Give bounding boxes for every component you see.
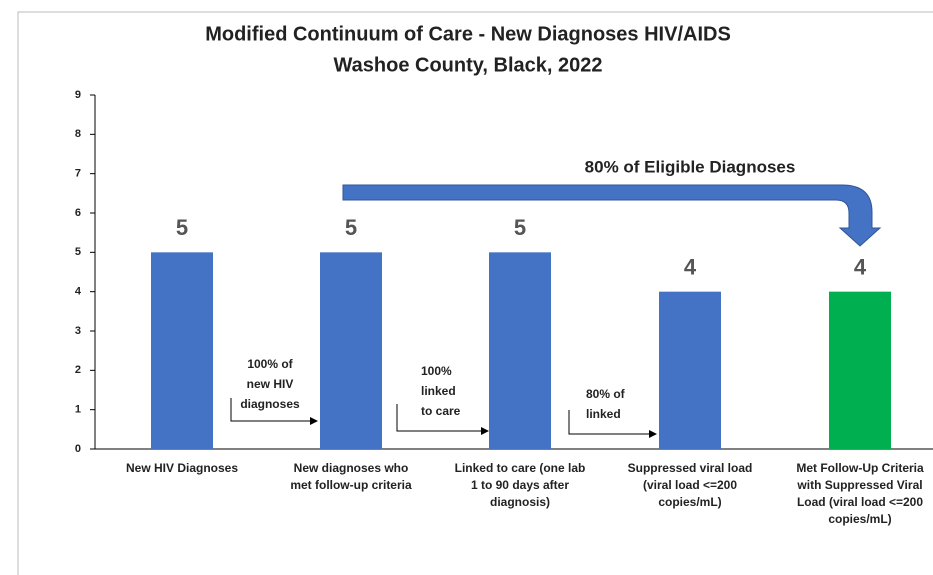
- arrow-heads: [310, 417, 657, 438]
- y-tick-label: 4: [75, 286, 82, 298]
- x-tick-label: New diagnoses who: [294, 461, 409, 475]
- arrow-head: [310, 417, 318, 425]
- bar: [489, 252, 551, 449]
- x-tick-label: Suppressed viral load: [628, 461, 753, 475]
- chart-border: [17, 11, 933, 575]
- x-tick-label: diagnosis): [490, 495, 550, 509]
- arrow-line: [396, 404, 485, 432]
- value-label: 4: [854, 254, 867, 279]
- x-tick-label: Met Follow-Up Criteria: [796, 461, 924, 475]
- arrow-head: [649, 430, 657, 438]
- bar: [659, 291, 721, 449]
- bar: [320, 252, 382, 449]
- arrow-line: [568, 410, 653, 435]
- value-label: 5: [176, 215, 188, 240]
- annotation: new HIV: [247, 377, 294, 391]
- chart-title: Modified Continuum of Care - New Diagnos…: [205, 23, 731, 45]
- y-tick-label: 2: [75, 364, 81, 376]
- bar: [829, 291, 891, 449]
- bar: [151, 252, 213, 449]
- x-tick-label: New HIV Diagnoses: [126, 461, 238, 475]
- annotation: linked: [586, 407, 621, 421]
- chart-title: Washoe County, Black, 2022: [334, 54, 603, 76]
- x-tick-label: (viral load <=200: [643, 478, 737, 492]
- x-tick-label: 1 to 90 days after: [471, 478, 569, 492]
- annotation: diagnoses: [240, 397, 300, 411]
- y-tick-label: 1: [75, 404, 81, 416]
- annotation: 80% of: [586, 387, 626, 401]
- value-label: 5: [345, 215, 357, 240]
- y-tick-label: 3: [75, 325, 81, 337]
- y-tick-label: 6: [75, 207, 81, 219]
- big-arrow: [342, 184, 882, 247]
- arrow-head: [481, 427, 489, 435]
- annotation: to care: [421, 404, 461, 418]
- x-tick-label: copies/mL): [658, 495, 721, 509]
- y-tick-label: 7: [75, 168, 81, 180]
- x-tick-label: Linked to care (one lab: [455, 461, 586, 475]
- y-tick-label: 9: [75, 89, 81, 101]
- annotation: 100%: [421, 364, 452, 378]
- value-label: 5: [514, 215, 526, 240]
- annotation: 100% of: [247, 357, 293, 371]
- y-tick-label: 5: [75, 246, 81, 258]
- small-arrows: [230, 398, 653, 435]
- y-tick-label: 0: [75, 443, 81, 455]
- x-tick-label: Load (viral load <=200: [797, 495, 923, 509]
- x-tick-label: with Suppressed Viral: [796, 478, 922, 492]
- y-tick-label: 8: [75, 128, 81, 140]
- value-label: 4: [684, 254, 697, 279]
- annotation: linked: [421, 384, 456, 398]
- arrow-line: [230, 398, 314, 422]
- x-tick-label: copies/mL): [828, 512, 891, 526]
- annotation: 80% of Eligible Diagnoses: [585, 157, 796, 176]
- x-tick-label: met follow-up criteria: [290, 478, 412, 492]
